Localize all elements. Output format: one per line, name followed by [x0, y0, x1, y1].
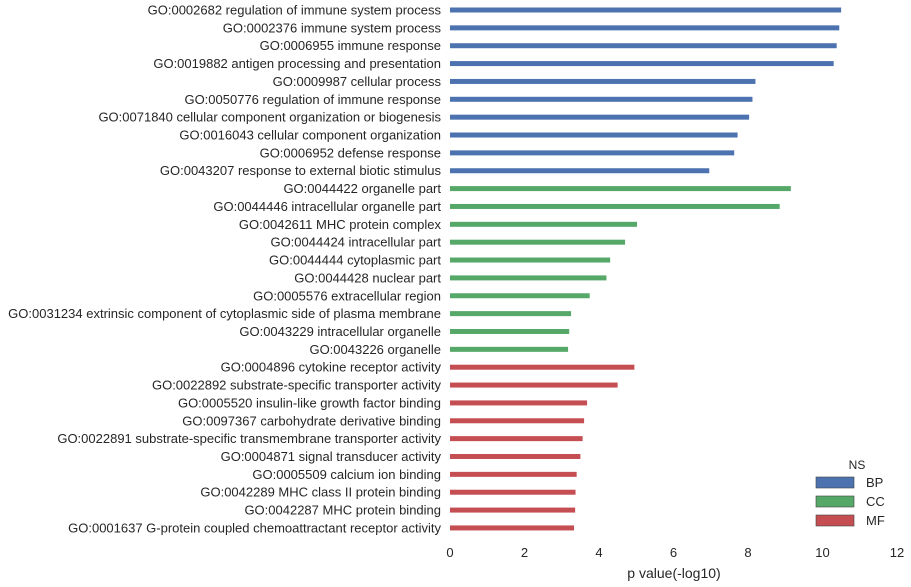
bar	[450, 239, 626, 245]
bar	[450, 186, 791, 192]
bars-group	[450, 7, 842, 531]
x-axis-title: p value(-log10)	[627, 565, 720, 581]
bar	[450, 454, 581, 459]
bar	[450, 168, 710, 174]
category-label: GO:0002376 immune system process	[223, 20, 442, 35]
legend-title: NS	[849, 458, 866, 472]
bar	[450, 275, 607, 281]
category-labels: GO:0002682 regulation of immune system p…	[8, 3, 441, 536]
bar	[450, 132, 738, 138]
x-tick-label: 8	[744, 545, 751, 560]
bar	[450, 436, 583, 442]
bar	[450, 221, 637, 227]
category-label: GO:0044444 cytoplasmic part	[269, 253, 441, 268]
bar	[450, 78, 756, 84]
category-label: GO:0001637 G-protein coupled chemoattrac…	[68, 520, 441, 535]
bar	[450, 382, 618, 388]
bar	[450, 43, 837, 49]
bar	[450, 203, 780, 209]
category-label: GO:0022891 substrate-specific transmembr…	[57, 431, 441, 446]
category-label: GO:0044446 intracellular organelle part	[213, 199, 441, 214]
bar	[450, 418, 585, 424]
category-label: GO:0006952 defense response	[260, 145, 441, 160]
category-label: GO:0071840 cellular component organizati…	[98, 110, 441, 125]
bar	[450, 25, 840, 31]
x-tick-label: 10	[815, 545, 829, 560]
legend-swatch	[815, 495, 855, 508]
legend-label: BP	[866, 475, 883, 490]
bar	[450, 150, 735, 156]
category-label: GO:0022892 substrate-specific transporte…	[152, 378, 442, 393]
bar	[450, 525, 575, 531]
category-label: GO:0043207 response to external biotic s…	[160, 163, 442, 178]
category-label: GO:0043229 intracellular organelle	[239, 324, 441, 339]
legend-swatch	[815, 514, 855, 527]
legend-label: CC	[866, 494, 885, 509]
bar	[450, 400, 588, 406]
bar	[450, 311, 572, 317]
category-label: GO:0004871 signal transducer activity	[221, 449, 442, 464]
category-label: GO:0002682 regulation of immune system p…	[148, 3, 442, 18]
category-label: GO:0042289 MHC class II protein binding	[200, 485, 441, 500]
x-tick-label: 12	[890, 545, 904, 560]
category-label: GO:0006955 immune response	[260, 38, 441, 53]
legend-swatch	[815, 476, 855, 489]
category-label: GO:0044422 organelle part	[283, 181, 441, 196]
bar	[450, 364, 635, 370]
bar	[450, 257, 611, 263]
bar	[450, 96, 753, 102]
category-label: GO:0031234 extrinsic component of cytopl…	[8, 306, 441, 321]
category-label: GO:0005576 extracellular region	[253, 288, 441, 303]
bar	[450, 489, 576, 495]
legend-label: MF	[866, 513, 885, 528]
bar	[450, 507, 576, 513]
category-label: GO:0016043 cellular component organizati…	[179, 128, 441, 143]
category-label: GO:0097367 carbohydrate derivative bindi…	[182, 413, 441, 428]
bar	[450, 471, 577, 477]
category-label: GO:0004896 cytokine receptor activity	[221, 360, 442, 375]
category-label: GO:0019882 antigen processing and presen…	[153, 56, 441, 71]
bar	[450, 346, 569, 352]
category-label: GO:0044428 nuclear part	[294, 270, 441, 285]
x-axis-ticks: 0 2 4 6 8 10 12	[446, 545, 904, 560]
category-label: GO:0005520 insulin-like growth factor bi…	[178, 395, 441, 410]
bar	[450, 293, 590, 299]
bar	[450, 7, 842, 13]
x-tick-label: 0	[446, 545, 453, 560]
bar	[450, 114, 750, 120]
legend: NS BP CC MF	[815, 458, 885, 528]
category-label: GO:0044424 intracellular part	[270, 235, 441, 250]
bar	[450, 328, 570, 334]
category-label: GO:0005509 calcium ion binding	[252, 467, 441, 482]
bar	[450, 61, 834, 67]
category-label: GO:0009987 cellular process	[273, 74, 442, 89]
x-tick-label: 2	[521, 545, 528, 560]
category-label: GO:0050776 regulation of immune response	[184, 92, 441, 107]
category-label: GO:0042611 MHC protein complex	[239, 217, 442, 232]
x-tick-label: 6	[670, 545, 677, 560]
x-tick-label: 4	[595, 545, 602, 560]
category-label: GO:0042287 MHC protein binding	[244, 503, 441, 518]
category-label: GO:0043226 organelle	[309, 342, 441, 357]
